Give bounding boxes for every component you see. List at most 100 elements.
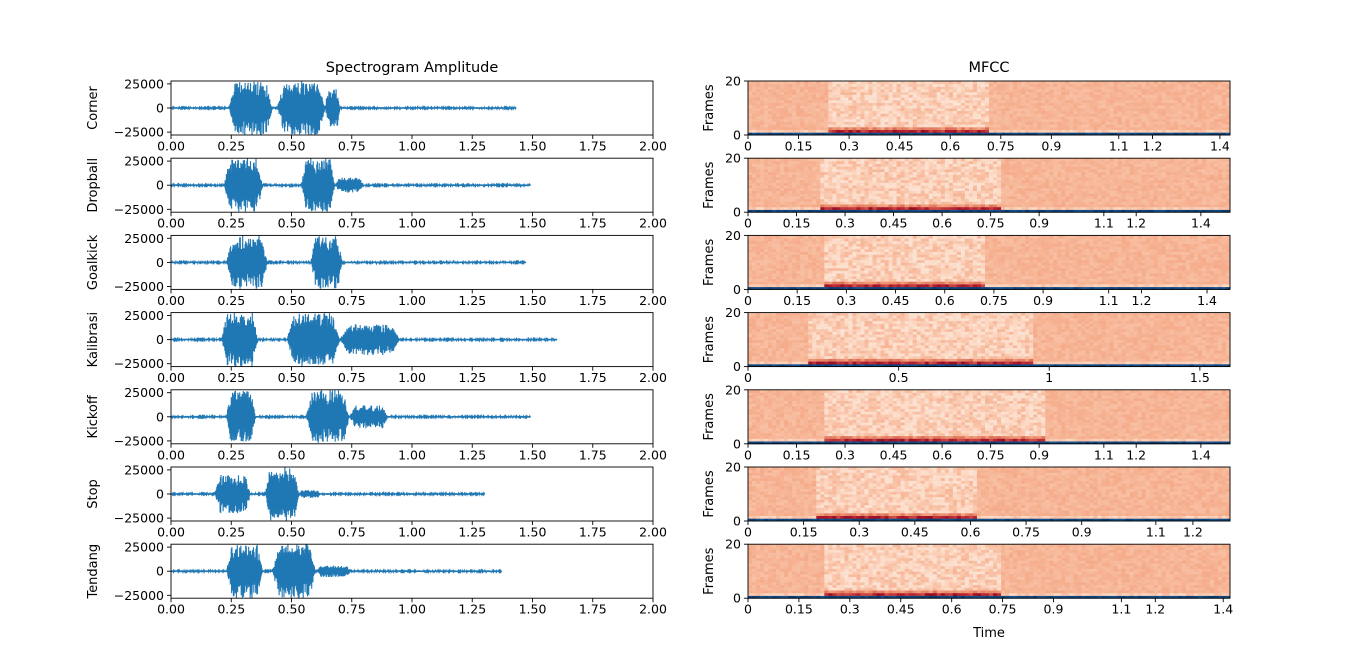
mfcc-cell [1134,177,1138,180]
mfcc-cell [768,207,772,210]
mfcc-cell [1114,196,1118,199]
mfcc-cell [965,105,969,108]
mfcc-cell [953,174,957,177]
mfcc-cell [784,172,788,175]
mfcc-cell [885,130,889,133]
mfcc-cell [1049,95,1053,98]
mfcc-cell [840,201,844,204]
mfcc-cell [824,95,828,98]
x-tick-label: 0.9 [1041,139,1061,154]
x-tick-label: 0.3 [839,139,859,154]
x-tick-label: 1.50 [519,216,547,231]
mfcc-cell [973,116,977,119]
mfcc-cell [836,161,840,164]
mfcc-cell [1158,92,1162,95]
mfcc-cell [1178,127,1182,130]
mfcc-cell [864,100,868,103]
mfcc-cell [1130,183,1134,186]
mfcc-cell [1081,127,1085,130]
mfcc-cell [1118,166,1122,169]
mfcc-cell [1214,81,1218,84]
mfcc-cell [925,100,929,103]
mfcc-cell [760,89,764,92]
mfcc-cell [989,122,993,125]
mfcc-cell [981,183,985,186]
mfcc-cell [1150,124,1154,127]
mfcc-cell [1001,180,1005,183]
mfcc-cell [832,158,836,161]
mfcc-cell [1178,130,1182,133]
mfcc-cell [1077,185,1081,188]
mfcc-cell [1166,103,1170,106]
mfcc-cell [1069,108,1073,111]
mfcc-cell [796,204,800,207]
mfcc-cell [844,158,848,161]
mfcc-cell [760,207,764,210]
mfcc-cell [961,127,965,130]
mfcc-cell [929,113,933,116]
mfcc-cell [1097,108,1101,111]
x-tick-label: 2.00 [639,602,667,617]
mfcc-cell [1029,86,1033,89]
mfcc-cell [1021,161,1025,164]
mfcc-cell [812,180,816,183]
mfcc-cell [1065,84,1069,87]
mfcc-cell [1154,108,1158,111]
mfcc-cell [784,119,788,122]
mfcc-cell [1089,207,1093,210]
mfcc-cell [1037,177,1041,180]
mfcc-cell [1005,122,1009,125]
mfcc-cell [1114,95,1118,98]
mfcc-cell [812,122,816,125]
mfcc-cell [933,188,937,191]
mfcc-cell [921,158,925,161]
mfcc-cell [840,196,844,199]
mfcc-cell [981,130,985,133]
mfcc-cell [1174,100,1178,103]
mfcc-cell [981,119,985,122]
mfcc-cell [1061,97,1065,100]
mfcc-cell [965,169,969,172]
mfcc-cell [969,158,973,161]
mfcc-cell [969,193,973,196]
mfcc-cell [1214,95,1218,98]
mfcc-cell [1150,207,1154,210]
mfcc-cell [985,174,989,177]
mfcc-cell [945,116,949,119]
mfcc-cell [1009,185,1013,188]
mfcc-cell [788,185,792,188]
mfcc-cell [873,116,877,119]
mfcc-cell [1057,103,1061,106]
mfcc-cell [864,105,868,108]
mfcc-cell [768,158,772,161]
mfcc-cell [1069,174,1073,177]
mfcc-cell [1049,103,1053,106]
mfcc-cell [776,204,780,207]
mfcc-cell [985,164,989,167]
mfcc-cell [1134,108,1138,111]
mfcc-cell [1126,111,1130,114]
mfcc-cell [1118,199,1122,202]
mfcc-cell [816,158,820,161]
mfcc-cell [913,111,917,114]
mfcc-cell [925,172,929,175]
mfcc-cell [1021,127,1025,130]
mfcc-cell [1101,105,1105,108]
mfcc-cell [1154,199,1158,202]
mfcc-cell [1186,103,1190,106]
mfcc-cell [840,191,844,194]
mfcc-cell [784,169,788,172]
x-tick-label: 2.00 [639,293,667,308]
mfcc-cell [1198,127,1202,130]
mfcc-cell [913,188,917,191]
mfcc-cell [1029,158,1033,161]
mfcc-cell [804,89,808,92]
mfcc-cell [1158,180,1162,183]
mfcc-cell [997,193,1001,196]
mfcc-cell [1041,188,1045,191]
mfcc-cell [1122,100,1126,103]
mfcc-cell [860,86,864,89]
mfcc-cell [997,86,1001,89]
mfcc-cell [784,92,788,95]
mfcc-cell [957,161,961,164]
